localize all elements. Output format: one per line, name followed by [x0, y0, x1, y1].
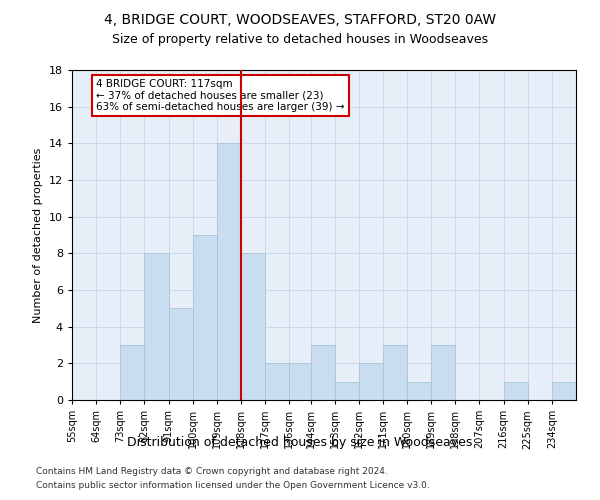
- Bar: [552, 382, 576, 400]
- Bar: [217, 144, 241, 400]
- Bar: [145, 254, 169, 400]
- Bar: [503, 382, 528, 400]
- Bar: [193, 235, 217, 400]
- Text: 4 BRIDGE COURT: 117sqm
← 37% of detached houses are smaller (23)
63% of semi-det: 4 BRIDGE COURT: 117sqm ← 37% of detached…: [96, 79, 344, 112]
- Bar: [265, 364, 289, 400]
- Text: 4, BRIDGE COURT, WOODSEAVES, STAFFORD, ST20 0AW: 4, BRIDGE COURT, WOODSEAVES, STAFFORD, S…: [104, 12, 496, 26]
- Bar: [431, 345, 455, 400]
- Text: Size of property relative to detached houses in Woodseaves: Size of property relative to detached ho…: [112, 32, 488, 46]
- Bar: [359, 364, 383, 400]
- Bar: [241, 254, 265, 400]
- Bar: [335, 382, 359, 400]
- Bar: [383, 345, 407, 400]
- Text: Contains public sector information licensed under the Open Government Licence v3: Contains public sector information licen…: [36, 481, 430, 490]
- Bar: [289, 364, 311, 400]
- Text: Distribution of detached houses by size in Woodseaves: Distribution of detached houses by size …: [127, 436, 473, 449]
- Bar: [169, 308, 193, 400]
- Bar: [311, 345, 335, 400]
- Text: Contains HM Land Registry data © Crown copyright and database right 2024.: Contains HM Land Registry data © Crown c…: [36, 467, 388, 476]
- Y-axis label: Number of detached properties: Number of detached properties: [33, 148, 43, 322]
- Bar: [120, 345, 145, 400]
- Bar: [407, 382, 431, 400]
